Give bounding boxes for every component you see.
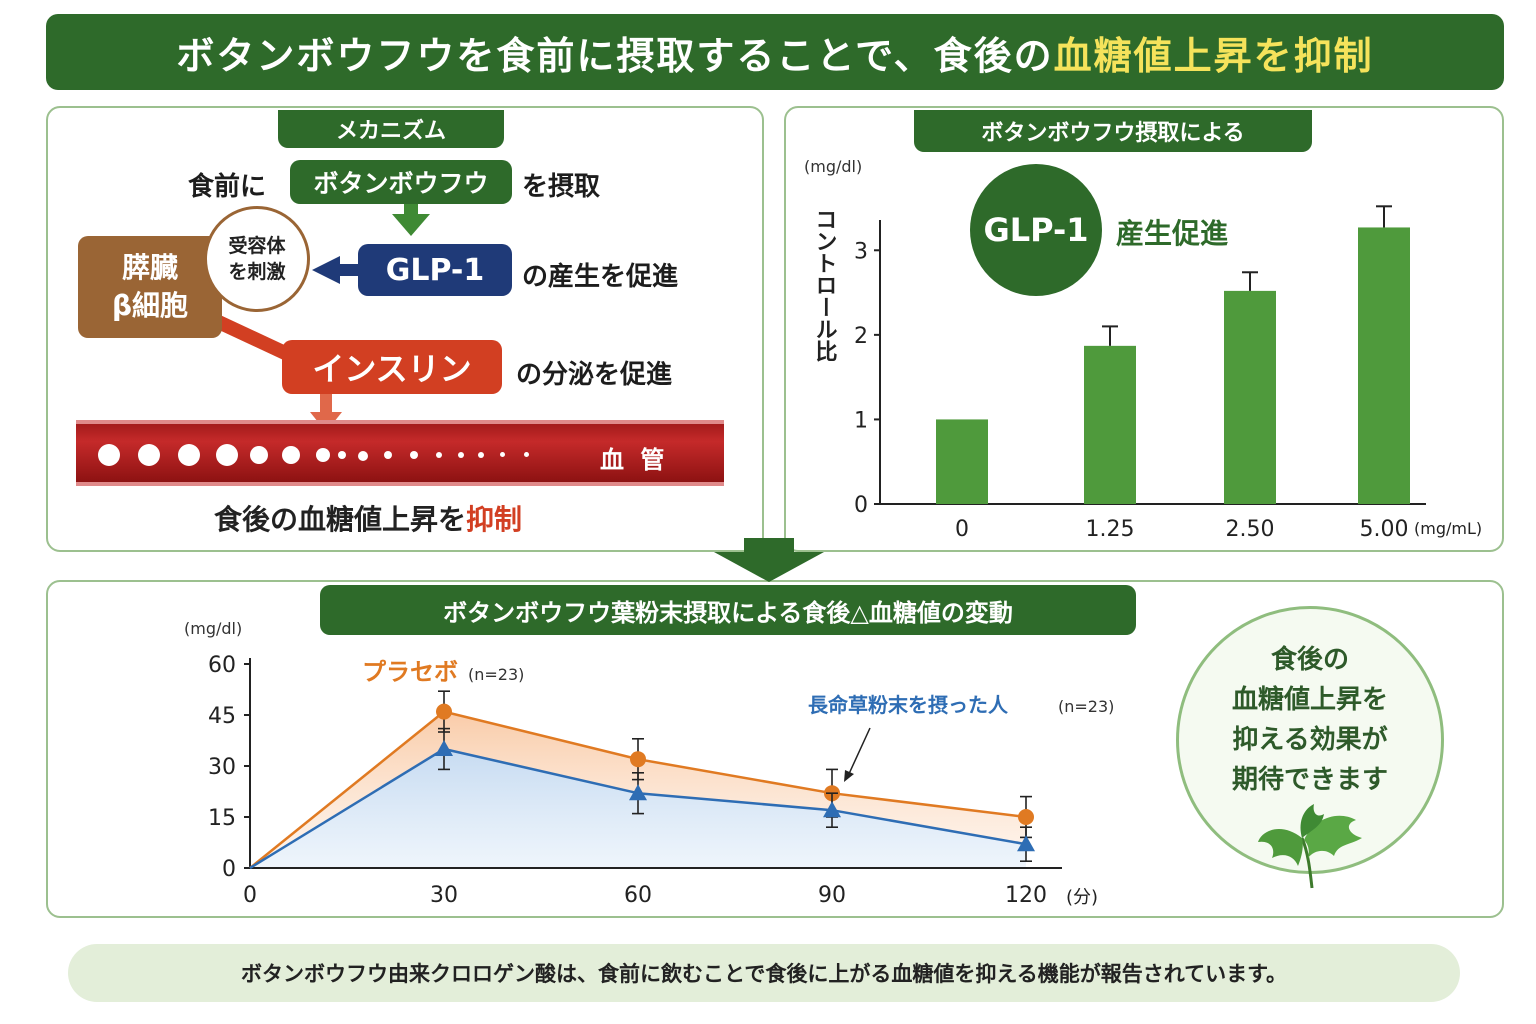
mechanism-conclusion: 食後の血糖値上昇を抑制: [214, 498, 522, 538]
title-highlight: 血糖値上昇を抑制: [1053, 33, 1374, 78]
glucose-dot: [250, 446, 268, 464]
legend-pointer-head: [844, 770, 854, 782]
arrow-left-shaft: [338, 264, 360, 276]
line-y-tick-label: 15: [208, 806, 236, 831]
line-y-tick-label: 0: [222, 857, 236, 882]
arrow-down-1-head: [392, 214, 430, 236]
bar-unit-label: (mg/dl): [804, 157, 862, 176]
footer-note: ボタンボウフウ由来クロロゲン酸は、食前に飲むことで食後に上がる血糖値を抑える機能…: [68, 944, 1460, 1002]
glucose-dot: [338, 451, 346, 459]
glucose-dot: [138, 444, 160, 466]
glp1-circle: GLP-1: [970, 164, 1102, 296]
pancreas-label-1: 膵臓: [121, 251, 178, 284]
bar-y-tick-label: 1: [854, 408, 868, 433]
title-main: ボタンボウフウを食前に摂取することで、食後の: [176, 33, 1054, 78]
line-x-tick-label: 30: [430, 883, 458, 908]
line-x-tick-label: 60: [624, 883, 652, 908]
glucose-dot: [216, 444, 238, 466]
pancreas-box: 膵臓 β細胞: [78, 236, 222, 338]
transition-arrow: [714, 538, 824, 582]
bar-x-tick-label: 1.25: [1086, 517, 1135, 542]
glucose-dot: [436, 452, 442, 458]
result-line-3: 抑える効果が: [1232, 725, 1388, 755]
treated-legend: 長命草粉末を摂った人: [808, 693, 1009, 717]
conclusion-highlight: 抑制: [466, 503, 523, 536]
bar-x-tick-label: 2.50: [1226, 517, 1275, 542]
glucose-dot: [316, 448, 330, 462]
glp-tab: ボタンボウフウ摂取による: [914, 110, 1312, 152]
line-x-tick-label: 120: [1005, 883, 1047, 908]
treated-n: (n=23): [1058, 697, 1114, 716]
placebo-point: [1018, 809, 1034, 825]
insulin-suffix: の分泌を促進: [516, 360, 673, 390]
glucose-dot: [478, 452, 484, 458]
result-text: 食後の 血糖値上昇を 抑える効果が 期待できます: [1180, 640, 1440, 800]
vessel-label: 血 管: [600, 446, 669, 474]
line-x-tick-label: 90: [818, 883, 846, 908]
result-line-1: 食後の: [1270, 645, 1349, 675]
glucose-dot: [410, 451, 418, 459]
glucose-line-chart: (mg/dl) (分) 0 15 30 45 60 0 30 60 90 120 プラセボ (n=…: [184, 619, 1114, 908]
receptor-circle: 受容体 を刺激: [204, 206, 310, 312]
line-y-tick-label: 45: [208, 704, 236, 729]
bar: [1358, 227, 1410, 505]
glucose-dot: [98, 444, 120, 466]
conclusion-prefix: 食後の血糖値上昇を: [214, 503, 467, 536]
bar-y-tick-label: 2: [854, 324, 868, 349]
insulin-pill: インスリン: [282, 340, 502, 394]
glp1-suffix: の産生を促進: [522, 262, 679, 292]
glp1-circle-suffix: 産生促進: [1116, 217, 1229, 250]
leaf-icon: [1258, 804, 1362, 889]
legend-pointer-line: [847, 727, 871, 777]
treated-point: [1017, 835, 1035, 852]
line-xunit: (分): [1066, 887, 1098, 908]
bar: [936, 419, 988, 504]
glucose-dot: [178, 444, 200, 466]
page-title: ボタンボウフウを食前に摂取することで、食後の 血糖値上昇を抑制: [46, 14, 1504, 90]
line-y-tick-label: 30: [208, 755, 236, 780]
bar-ylabel: コントロール比: [812, 208, 837, 363]
glp1-pill: GLP-1: [358, 244, 512, 296]
pancreas-label-2: β細胞: [111, 289, 189, 322]
results-tab: ボタンボウフウ葉粉末摂取による食後△血糖値の変動: [320, 585, 1136, 635]
glucose-dot: [358, 451, 368, 461]
arrow-down-1: [404, 204, 418, 216]
line-x-tick-label: 0: [243, 883, 257, 908]
step1-prefix: 食前に: [188, 172, 267, 202]
botanbofu-pill: ボタンボウフウ: [290, 160, 512, 204]
glucose-dot: [384, 451, 392, 459]
glp1-bar-chart: (mg/dl) コントロール比 (mg/mL) 0 1 2 3 0 1.25 2.50 5.0…: [804, 157, 1482, 542]
glucose-dot: [458, 452, 464, 458]
result-line-2: 血糖値上昇を: [1231, 685, 1388, 715]
result-line-4: 期待できます: [1231, 765, 1388, 795]
bar: [1084, 345, 1136, 504]
bar-x-tick-label: 0: [955, 517, 969, 542]
bar-y-tick-label: 0: [854, 493, 868, 518]
bar-y-tick-label: 3: [854, 239, 868, 264]
line-unit-label: (mg/dl): [184, 619, 242, 638]
glucose-dot: [500, 452, 505, 457]
treated-point: [823, 801, 841, 818]
line-y-tick-label: 60: [208, 653, 236, 678]
glucose-dot: [282, 446, 300, 464]
placebo-point: [630, 751, 646, 768]
blood-vessel: 血 管: [76, 420, 724, 486]
arrow-left-head: [312, 256, 340, 284]
treated-point: [629, 784, 647, 801]
mechanism-tab: メカニズム: [278, 110, 504, 148]
bar: [1224, 290, 1276, 504]
treated-point: [435, 740, 453, 756]
step1-suffix: を摂取: [522, 172, 601, 202]
bar-xunit: (mg/mL): [1414, 519, 1482, 538]
placebo-n: (n=23): [468, 665, 524, 684]
placebo-legend: プラセボ: [362, 658, 458, 686]
placebo-point: [436, 703, 452, 720]
glucose-dot: [524, 452, 529, 457]
bar-x-tick-label: 5.00: [1360, 517, 1409, 542]
